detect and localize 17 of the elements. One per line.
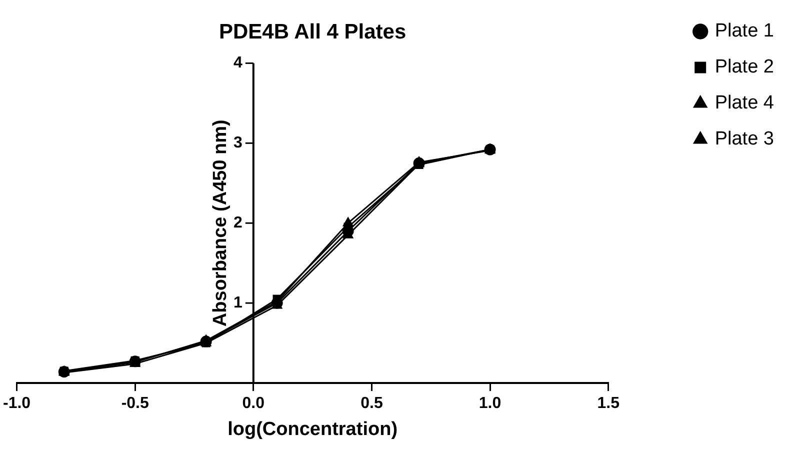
x-tick-label: -1.0 xyxy=(2,395,31,412)
legend-label: Plate 4 xyxy=(714,92,774,114)
x-tick-label: 0.5 xyxy=(360,395,383,412)
chart-title: PDE4B All 4 Plates xyxy=(218,20,406,44)
legend-label: Plate 1 xyxy=(714,20,774,42)
x-tick-label: 1.5 xyxy=(597,395,620,412)
x-tick-label: 0.0 xyxy=(242,395,265,412)
x-tick-label: 1.0 xyxy=(478,395,502,412)
y-tick-label: 4 xyxy=(234,54,243,72)
y-tick-label: 3 xyxy=(234,134,243,152)
legend-label: Plate 2 xyxy=(714,56,774,78)
x-tick-label: -0.5 xyxy=(121,395,149,412)
y-tick-label: 1 xyxy=(234,294,243,312)
y-tick-label: 2 xyxy=(234,214,243,232)
y-axis-title: Absorbance (A450 nm) xyxy=(210,120,232,327)
x-axis-title: log(Concentration) xyxy=(228,418,398,440)
legend-label: Plate 3 xyxy=(714,128,774,150)
